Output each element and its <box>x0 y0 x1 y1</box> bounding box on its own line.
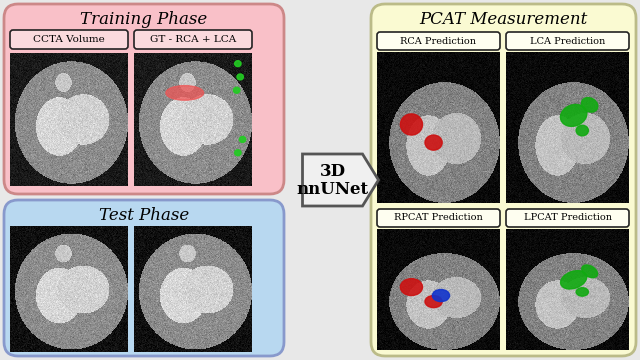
FancyBboxPatch shape <box>377 32 500 50</box>
Ellipse shape <box>582 265 598 278</box>
FancyBboxPatch shape <box>371 4 636 356</box>
Ellipse shape <box>576 125 588 136</box>
Ellipse shape <box>582 98 598 112</box>
Ellipse shape <box>239 136 246 143</box>
Text: 3D: 3D <box>319 163 346 180</box>
Ellipse shape <box>561 271 587 289</box>
Ellipse shape <box>166 86 204 100</box>
Text: RPCAT Prediction: RPCAT Prediction <box>394 213 483 222</box>
FancyBboxPatch shape <box>10 30 128 49</box>
Ellipse shape <box>433 289 449 302</box>
Ellipse shape <box>576 288 588 296</box>
Text: GT - RCA + LCA: GT - RCA + LCA <box>150 35 236 44</box>
Ellipse shape <box>401 279 422 296</box>
FancyBboxPatch shape <box>134 30 252 49</box>
Text: CCTA Volume: CCTA Volume <box>33 35 105 44</box>
Ellipse shape <box>425 296 442 308</box>
FancyBboxPatch shape <box>506 209 629 227</box>
Ellipse shape <box>425 135 442 150</box>
FancyBboxPatch shape <box>377 209 500 227</box>
Text: PCAT Measurement: PCAT Measurement <box>419 12 588 28</box>
Text: Training Phase: Training Phase <box>81 12 207 28</box>
Ellipse shape <box>237 74 243 80</box>
Text: RCA Prediction: RCA Prediction <box>401 36 477 45</box>
Text: Test Phase: Test Phase <box>99 207 189 225</box>
Text: LCA Prediction: LCA Prediction <box>530 36 605 45</box>
FancyBboxPatch shape <box>506 32 629 50</box>
FancyBboxPatch shape <box>4 200 284 356</box>
Polygon shape <box>303 154 378 206</box>
FancyBboxPatch shape <box>4 4 284 194</box>
Text: LPCAT Prediction: LPCAT Prediction <box>524 213 611 222</box>
Ellipse shape <box>234 87 240 93</box>
Ellipse shape <box>401 114 422 135</box>
Ellipse shape <box>235 60 241 67</box>
Ellipse shape <box>235 150 241 156</box>
Text: nnUNet: nnUNet <box>296 181 369 198</box>
Ellipse shape <box>561 104 587 126</box>
